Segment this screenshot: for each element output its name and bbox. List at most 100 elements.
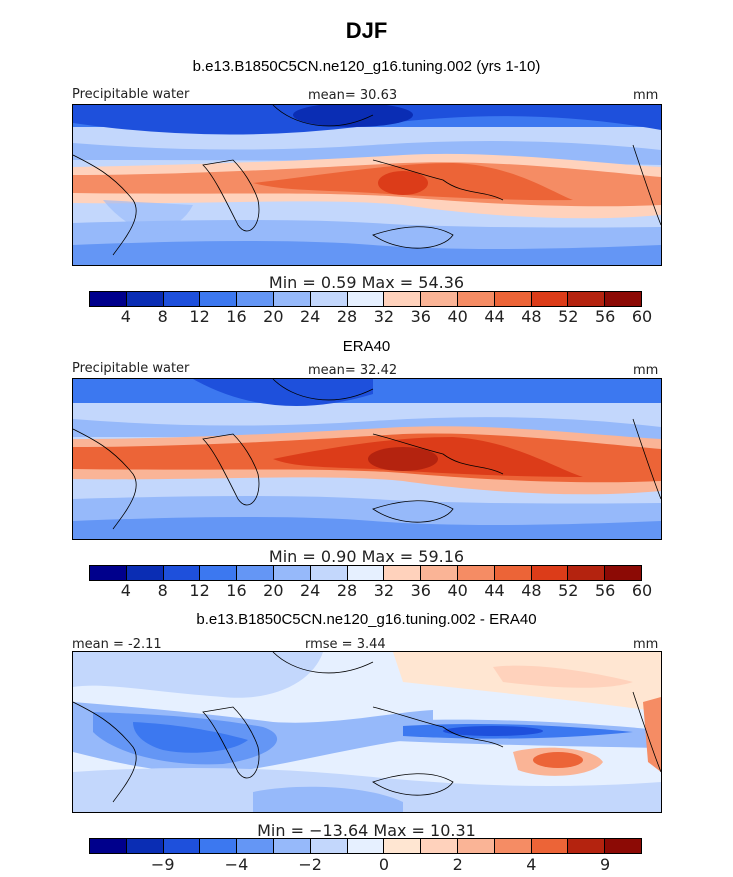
colorbar-tick-label: 20	[263, 581, 284, 600]
colorbar-swatch	[347, 839, 385, 853]
colorbar-tick-label: 24	[300, 581, 321, 600]
panel3-min-max: Min = −13.64 Max = 10.31	[257, 821, 476, 840]
colorbar-tick-label: 28	[336, 307, 358, 326]
colorbar-swatch	[273, 566, 311, 580]
colorbar-swatch	[421, 566, 458, 580]
colorbar-swatch	[126, 566, 164, 580]
colorbar-tick-label: 60	[631, 581, 653, 600]
panel1-left-label: Precipitable water	[72, 87, 190, 102]
colorbar-swatch	[126, 839, 164, 853]
colorbar-tick-label: 48	[521, 307, 542, 326]
colorbar-swatch	[273, 292, 311, 306]
figure-title: DJF	[345, 18, 388, 43]
colorbar-swatch	[200, 839, 238, 853]
colorbar-swatch	[531, 292, 569, 306]
colorbar-swatch	[457, 566, 495, 580]
colorbar-tick-label: 0	[378, 855, 390, 874]
colorbar-swatch	[605, 839, 641, 853]
panel2-min-max: Min = 0.90 Max = 59.16	[268, 547, 465, 566]
panel3-difference-map	[72, 651, 662, 813]
colorbar-swatch	[273, 839, 311, 853]
colorbar-tick-label: −2	[298, 855, 322, 874]
panel3-colorbar	[89, 838, 642, 854]
colorbar-swatch	[494, 292, 532, 306]
colorbar-swatch	[605, 292, 641, 306]
colorbar-swatch	[384, 566, 422, 580]
colorbar-tick-label: 4	[526, 855, 537, 874]
colorbar-swatch	[531, 566, 569, 580]
colorbar-swatch	[90, 839, 127, 853]
panel2-left-label: Precipitable water	[72, 361, 190, 376]
colorbar-tick-label: 48	[521, 581, 542, 600]
colorbar-tick-label: 56	[594, 581, 616, 600]
colorbar-swatch	[568, 292, 606, 306]
colorbar-tick-label: 32	[373, 307, 395, 326]
colorbar-tick-label: 32	[373, 581, 395, 600]
panel1-units-label: mm	[633, 88, 659, 103]
colorbar-tick-label: 40	[447, 581, 468, 600]
colorbar-swatch	[347, 292, 385, 306]
colorbar-tick-label: 2	[452, 855, 463, 874]
colorbar-tick-label: 16	[226, 581, 247, 600]
colorbar-tick-label: 56	[594, 307, 616, 326]
colorbar-tick-label: 40	[447, 307, 468, 326]
colorbar-tick-label: 8	[157, 581, 168, 600]
panel2-mean-label: mean= 32.42	[308, 363, 398, 378]
colorbar-swatch	[163, 566, 201, 580]
colorbar-tick-label: 44	[484, 307, 505, 326]
panel2-colorbar	[89, 565, 642, 581]
colorbar-swatch	[90, 566, 127, 580]
colorbar-swatch	[568, 839, 606, 853]
panel3-mean-label: mean = -2.11	[72, 637, 162, 652]
colorbar-tick-label: 36	[410, 581, 431, 600]
colorbar-swatch	[310, 839, 348, 853]
colorbar-swatch	[237, 292, 274, 306]
colorbar-tick-label: −9	[150, 855, 175, 874]
colorbar-swatch	[126, 292, 164, 306]
colorbar-tick-label: 20	[263, 307, 284, 326]
colorbar-swatch	[310, 292, 348, 306]
colorbar-tick-label: 4	[120, 307, 131, 326]
colorbar-swatch	[347, 566, 385, 580]
panel1-mean-label: mean= 30.63	[308, 88, 398, 103]
colorbar-tick-label: 8	[157, 307, 168, 326]
colorbar-tick-label: 52	[558, 307, 579, 326]
colorbar-swatch	[457, 839, 495, 853]
colorbar-swatch	[494, 839, 532, 853]
panel2-era40-map	[72, 378, 662, 540]
panel1-map-field	[73, 105, 661, 265]
colorbar-swatch	[605, 566, 641, 580]
panel1-colorbar	[89, 291, 642, 307]
colorbar-tick-label: 4	[120, 581, 131, 600]
colorbar-tick-label: 28	[336, 581, 358, 600]
colorbar-swatch	[457, 292, 495, 306]
colorbar-swatch	[163, 839, 201, 853]
colorbar-swatch	[200, 566, 238, 580]
panel2-map-field	[73, 379, 661, 539]
colorbar-tick-label: −4	[224, 855, 249, 874]
colorbar-swatch	[237, 839, 274, 853]
colorbar-swatch	[200, 292, 238, 306]
colorbar-swatch	[494, 566, 532, 580]
colorbar-swatch	[237, 566, 274, 580]
colorbar-swatch	[384, 292, 422, 306]
colorbar-tick-label: 44	[484, 581, 505, 600]
panel2-subtitle: ERA40	[342, 338, 391, 355]
panel1-min-max: Min = 0.59 Max = 54.36	[268, 273, 465, 292]
panel1-subtitle: b.e13.B1850C5CN.ne120_g16.tuning.002 (yr…	[192, 58, 541, 75]
panel3-map-field	[73, 652, 661, 812]
colorbar-tick-label: 9	[600, 855, 611, 874]
colorbar-tick-label: 16	[226, 307, 247, 326]
colorbar-tick-label: 24	[300, 307, 321, 326]
colorbar-tick-label: 12	[189, 581, 210, 600]
colorbar-tick-label: 12	[189, 307, 210, 326]
colorbar-tick-label: 52	[558, 581, 579, 600]
colorbar-swatch	[310, 566, 348, 580]
panel3-rmse-label: rmse = 3.44	[305, 637, 386, 652]
panel3-subtitle: b.e13.B1850C5CN.ne120_g16.tuning.002 - E…	[196, 611, 537, 628]
panel2-units-label: mm	[633, 363, 659, 378]
panel3-units-label: mm	[633, 637, 659, 652]
colorbar-swatch	[163, 292, 201, 306]
colorbar-tick-label: 60	[631, 307, 653, 326]
colorbar-swatch	[421, 839, 458, 853]
